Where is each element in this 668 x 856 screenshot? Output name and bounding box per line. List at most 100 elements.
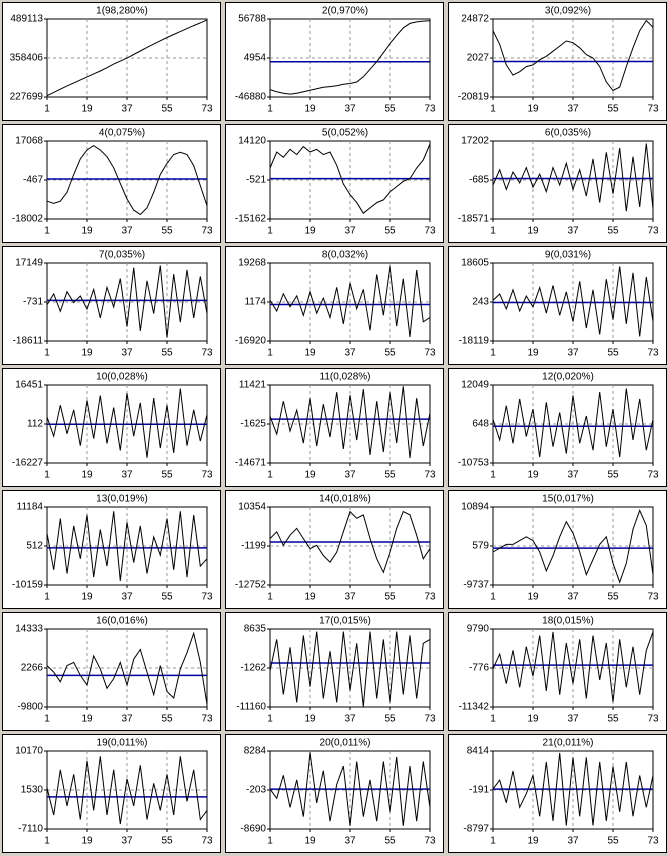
y-tick-label: -9737 (463, 580, 489, 591)
chart-title: 7(0,035%) (99, 250, 145, 261)
y-tick-label: -1625 (240, 419, 266, 430)
data-line (269, 265, 431, 337)
y-tick-label: -15162 (235, 214, 267, 225)
y-tick-label: -46880 (235, 92, 267, 103)
y-tick-label: 18605 (461, 258, 489, 269)
x-tick-label: 19 (81, 592, 93, 603)
x-tick-label: 55 (161, 592, 173, 603)
x-tick-label: 73 (424, 592, 436, 603)
x-tick-label: 55 (607, 714, 619, 725)
y-tick-label: -9800 (17, 702, 43, 713)
x-tick-label: 73 (201, 592, 213, 603)
data-line (269, 143, 431, 214)
x-tick-label: 19 (527, 348, 539, 359)
y-tick-label: -7110 (18, 824, 43, 835)
x-tick-label: 55 (384, 104, 396, 115)
chart-title: 17(0,015%) (319, 616, 371, 627)
x-tick-label: 1 (490, 836, 496, 847)
y-tick-label: -8690 (240, 824, 266, 835)
x-tick-label: 1 (490, 226, 496, 237)
y-tick-label: 4954 (244, 53, 267, 64)
x-tick-label: 55 (384, 592, 396, 603)
x-tick-label: 1 (267, 714, 273, 725)
x-tick-label: 1 (490, 470, 496, 481)
y-tick-label: 10894 (461, 502, 489, 513)
x-tick-label: 1 (44, 714, 50, 725)
chart-title: 9(0,031%) (545, 250, 591, 261)
x-tick-label: 37 (121, 836, 133, 847)
x-tick-label: 37 (121, 104, 133, 115)
y-tick-label: -16920 (235, 336, 267, 347)
y-tick-label: 14333 (15, 624, 43, 635)
x-tick-label: 1 (44, 836, 50, 847)
data-line (46, 631, 208, 705)
x-tick-label: 73 (201, 836, 213, 847)
x-tick-label: 37 (344, 836, 356, 847)
y-tick-label: 2027 (467, 53, 490, 64)
y-tick-label: -731 (23, 297, 43, 308)
x-tick-label: 55 (607, 348, 619, 359)
x-tick-label: 55 (607, 470, 619, 481)
data-line (269, 510, 431, 574)
x-tick-label: 73 (647, 714, 659, 725)
data-line (269, 752, 431, 826)
chart-title: 21(0,011%) (543, 738, 594, 749)
y-tick-label: -776 (469, 663, 489, 674)
chart-title: 20(0,011%) (320, 738, 371, 749)
y-tick-label: 17149 (15, 258, 43, 269)
y-tick-label: 16451 (15, 380, 43, 391)
y-tick-label: 227699 (10, 92, 44, 103)
x-tick-label: 73 (201, 348, 213, 359)
x-tick-label: 1 (267, 592, 273, 603)
x-tick-label: 73 (647, 104, 659, 115)
x-tick-label: 19 (304, 104, 316, 115)
x-tick-label: 1 (44, 470, 50, 481)
x-tick-label: 55 (384, 836, 396, 847)
x-tick-label: 55 (161, 104, 173, 115)
data-line (492, 266, 654, 337)
x-tick-label: 37 (567, 592, 579, 603)
y-tick-label: 8414 (467, 746, 490, 757)
x-tick-label: 19 (81, 226, 93, 237)
chart-title: 4(0,075%) (99, 128, 145, 139)
data-line (492, 143, 654, 212)
data-line (492, 388, 654, 458)
x-tick-label: 37 (121, 470, 133, 481)
chart-title: 8(0,032%) (322, 250, 368, 261)
y-tick-label: 243 (472, 297, 489, 308)
x-tick-label: 37 (121, 348, 133, 359)
y-tick-label: -18611 (13, 336, 44, 347)
x-tick-label: 19 (527, 104, 539, 115)
x-tick-label: 37 (567, 836, 579, 847)
x-tick-label: 37 (121, 226, 133, 237)
y-tick-label: 24872 (461, 14, 489, 25)
y-tick-label: -11342 (459, 702, 490, 713)
y-tick-label: 1174 (244, 297, 266, 308)
data-line (492, 19, 654, 92)
x-tick-label: 55 (384, 470, 396, 481)
x-tick-label: 73 (201, 714, 213, 725)
y-tick-label: 10170 (15, 746, 43, 757)
x-tick-label: 19 (304, 836, 316, 847)
x-tick-label: 19 (527, 470, 539, 481)
data-line (46, 19, 208, 97)
x-tick-label: 73 (424, 348, 436, 359)
y-tick-label: -18119 (459, 336, 490, 347)
x-tick-label: 19 (81, 104, 93, 115)
x-tick-label: 19 (527, 714, 539, 725)
x-tick-label: 73 (201, 470, 213, 481)
x-tick-label: 1 (44, 226, 50, 237)
y-tick-label: -8797 (463, 824, 489, 835)
x-tick-label: 19 (527, 836, 539, 847)
y-tick-label: 579 (472, 541, 489, 552)
x-tick-label: 19 (304, 470, 316, 481)
data-line (46, 388, 208, 458)
chart-title: 5(0,052%) (322, 128, 368, 139)
data-line (46, 511, 208, 581)
data-line (46, 756, 208, 825)
data-line (269, 20, 431, 95)
y-tick-label: -10159 (12, 580, 44, 591)
x-tick-label: 55 (607, 104, 619, 115)
x-tick-label: 73 (201, 226, 213, 237)
x-tick-label: 19 (81, 470, 93, 481)
